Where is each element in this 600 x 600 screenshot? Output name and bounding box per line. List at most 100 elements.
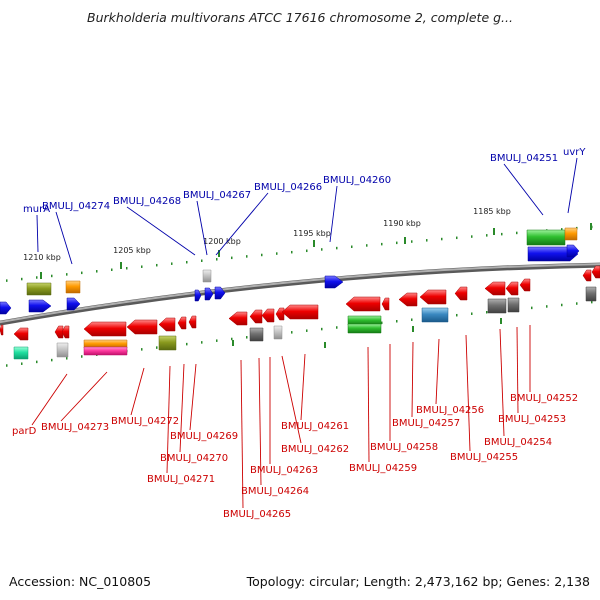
forward-gene <box>26 282 52 296</box>
bottom-label-leader <box>31 373 68 426</box>
reverse-gene <box>83 321 127 337</box>
bottom-gene-label: BMULJ_04259 <box>349 463 417 474</box>
top-label-leader <box>215 192 269 256</box>
inner-scale-dot <box>591 300 593 304</box>
inner-scale-dot <box>66 357 68 360</box>
inner-scale-dot <box>396 319 398 323</box>
top-label-leader <box>196 200 208 256</box>
outer-scale-dot <box>231 256 233 260</box>
major-tick <box>40 272 42 279</box>
inner-feature <box>585 286 597 302</box>
outer-scale-dot <box>276 252 278 255</box>
outer-scale-dot <box>336 246 338 250</box>
outer-scale-dot <box>366 244 368 247</box>
inner-feature <box>13 346 29 360</box>
top-label-leader <box>36 214 39 253</box>
top-gene-label: BMULJ_04260 <box>323 175 391 186</box>
forward-gene <box>527 246 579 262</box>
major-tick <box>120 262 122 269</box>
outer-scale-dot <box>6 279 8 282</box>
forward-gene <box>526 229 566 246</box>
bottom-label-leader <box>60 371 108 422</box>
reverse-gene <box>381 297 390 311</box>
outer-scale-dot <box>51 274 53 278</box>
reverse-gene <box>61 325 70 339</box>
major-tick <box>404 237 406 244</box>
outer-scale-dot <box>441 237 443 241</box>
inner-scale-dot <box>141 348 143 351</box>
inner-scale-dot <box>51 358 53 362</box>
inner-scale-dot <box>336 326 338 329</box>
inner-feature <box>507 297 520 313</box>
outer-scale-dot <box>66 273 68 276</box>
bottom-label-leader <box>179 363 185 453</box>
bottom-label-leader <box>465 334 471 452</box>
outer-scale-dot <box>561 228 563 231</box>
bottom-label-leader <box>166 365 171 474</box>
bottom-gene-label: BMULJ_04253 <box>498 414 566 425</box>
inner-scale-dot <box>411 318 413 321</box>
inner-feature <box>13 327 29 341</box>
reverse-gene <box>505 281 519 296</box>
top-gene-label: BMULJ_04268 <box>113 196 181 207</box>
outer-scale-dot <box>246 255 248 258</box>
bottom-gene-label: BMULJ_04265 <box>223 509 291 520</box>
top-gene-label: BMULJ_04274 <box>42 201 110 212</box>
top-gene-label: uvrY <box>563 147 586 158</box>
inner-scale-dot <box>546 305 548 308</box>
backbone-arc-shadow <box>0 262 600 326</box>
scale-tick-label: 1210 kbp <box>23 253 61 262</box>
forward-gene <box>194 289 202 302</box>
inner-major-tick <box>500 318 502 324</box>
major-tick <box>218 250 220 257</box>
forward-gene <box>202 269 212 283</box>
bottom-gene-label: BMULJ_04255 <box>450 452 518 463</box>
inner-feature <box>487 298 507 314</box>
inner-feature <box>421 307 449 323</box>
reverse-gene <box>0 324 4 336</box>
outer-scale-dot <box>126 266 128 270</box>
outer-scale-dot <box>201 259 203 262</box>
reverse-gene <box>188 315 197 329</box>
inner-scale-dot <box>81 355 83 358</box>
inner-feature <box>347 315 382 326</box>
outer-scale-dot <box>486 234 488 237</box>
bottom-label-leader <box>499 328 505 437</box>
bottom-gene-label: BMULJ_04256 <box>416 405 484 416</box>
reverse-gene <box>281 304 319 320</box>
inner-scale-dot <box>6 364 8 367</box>
outer-scale-dot <box>321 248 323 251</box>
bottom-label-leader <box>281 355 302 444</box>
outer-scale-dot <box>306 249 308 253</box>
reverse-gene <box>126 319 158 335</box>
inner-scale-dot <box>186 342 188 346</box>
bottom-gene-label: BMULJ_04273 <box>41 422 109 433</box>
scale-tick-label: 1195 kbp <box>293 229 331 238</box>
top-gene-label: BMULJ_04251 <box>490 153 558 164</box>
inner-scale-dot <box>471 312 473 315</box>
forward-gene <box>324 275 344 289</box>
outer-scale-dot <box>216 258 218 261</box>
reverse-gene <box>454 286 468 301</box>
bottom-label-leader <box>258 357 262 486</box>
outer-scale-dot <box>291 250 293 254</box>
inner-feature <box>158 335 177 351</box>
inner-scale-dot <box>531 306 533 310</box>
inner-feature <box>347 323 382 334</box>
inner-scale-dot <box>36 360 38 364</box>
bottom-label-leader <box>411 341 414 418</box>
bottom-gene-label: BMULJ_04263 <box>250 465 318 476</box>
reverse-gene <box>484 281 506 296</box>
outer-scale-dot <box>81 271 83 275</box>
inner-feature <box>273 325 283 340</box>
major-tick <box>590 223 592 230</box>
reverse-gene <box>519 278 531 292</box>
inner-scale-dot <box>21 362 23 365</box>
forward-gene <box>204 287 214 301</box>
inner-scale-dot <box>246 336 248 339</box>
top-gene-label: BMULJ_04266 <box>254 182 322 193</box>
forward-gene <box>214 286 226 300</box>
inner-feature <box>249 327 264 342</box>
outer-scale-dot <box>21 277 23 281</box>
inner-scale-dot <box>291 331 293 334</box>
